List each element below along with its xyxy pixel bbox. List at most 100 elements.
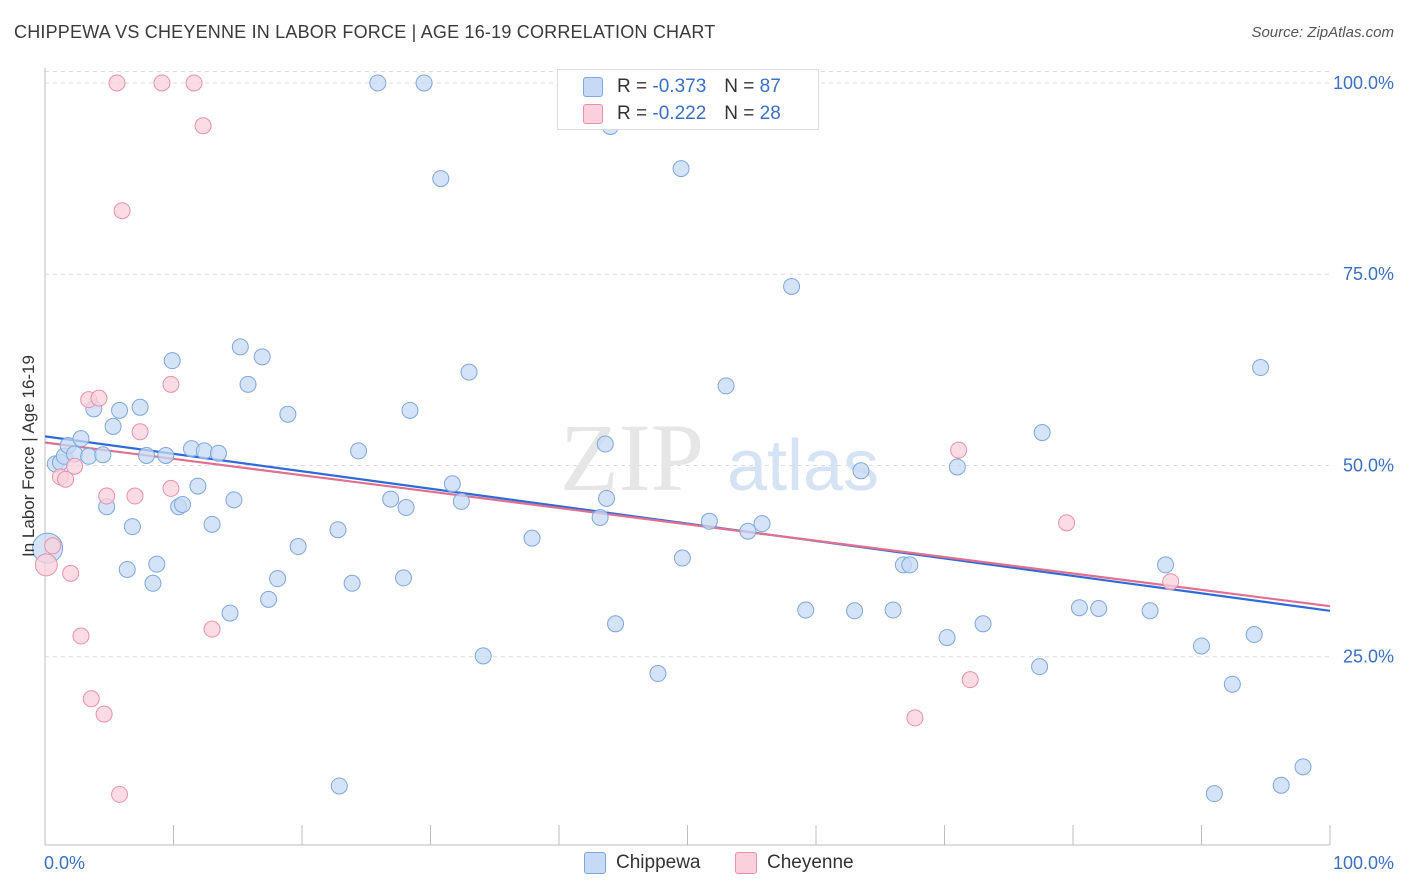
cheyenne-point (194, 117, 212, 135)
chippewa-point (974, 615, 992, 633)
watermark-atlas: atlas (727, 426, 879, 506)
cheyenne-swatch-icon (583, 104, 603, 124)
chippewa-point (189, 477, 207, 495)
chippewa-point (852, 462, 870, 480)
chippewa-point (279, 405, 297, 423)
chippewa-point (1141, 602, 1159, 620)
chippewa-point (797, 601, 815, 619)
chippewa-point (1157, 556, 1175, 574)
cheyenne-point (203, 620, 221, 638)
y-tick-label: 75.0% (1343, 264, 1394, 284)
legend-item-cheyenne: Cheyenne (735, 852, 854, 874)
chippewa-point (148, 555, 166, 573)
cheyenne-point (34, 553, 58, 577)
chippewa-point (739, 522, 757, 540)
chippewa-legend-icon (584, 852, 606, 874)
chippewa-point (443, 475, 461, 493)
y-axis-title: In Labor Force | Age 16-19 (19, 355, 38, 557)
chippewa-point (884, 601, 902, 619)
chippewa-point (1252, 359, 1270, 377)
chippewa-point (369, 74, 387, 92)
chippewa-point (131, 398, 149, 416)
chippewa-point (231, 338, 249, 356)
chippewa-point (432, 170, 450, 188)
chippewa-point (104, 417, 122, 435)
y-tick-label: 25.0% (1343, 647, 1394, 667)
chippewa-point (1245, 626, 1263, 644)
chippewa-point (415, 74, 433, 92)
chippewa-point (163, 352, 181, 370)
cheyenne-point (98, 487, 116, 505)
cheyenne-point (113, 202, 131, 220)
y-tick-label: 100.0% (1333, 73, 1394, 93)
chippewa-point (225, 491, 243, 509)
chippewa-point (118, 560, 136, 578)
chippewa-point (1090, 600, 1108, 618)
chippewa-point (673, 549, 691, 567)
label-layer: 25.0% 50.0% 75.0% 100.0% 0.0% 100.0% (44, 73, 1394, 873)
n-label: N = (724, 103, 755, 124)
cheyenne-point (66, 457, 84, 475)
cheyenne-point (72, 627, 90, 645)
stats-row-cheyenne: R = -0.222 N = 28 (583, 102, 781, 126)
chippewa-point (173, 495, 191, 513)
chippewa-point (269, 570, 287, 588)
n-value: 28 (759, 103, 781, 124)
chippewa-point (753, 515, 771, 533)
legend-item-chippewa: Chippewa (584, 852, 701, 874)
chippewa-point (123, 518, 141, 536)
chippewa-point (350, 442, 368, 460)
r-value: -0.222 (652, 103, 707, 124)
chippewa-point (221, 604, 239, 622)
chippewa-point (157, 447, 175, 465)
chippewa-point (343, 574, 361, 592)
cheyenne-point (1058, 514, 1076, 532)
watermark-zip: ZIP (560, 404, 704, 511)
cheyenne-point (950, 441, 968, 459)
chippewa-point (1294, 758, 1312, 776)
cheyenne-point (108, 74, 126, 92)
chippewa-point (901, 556, 919, 574)
cheyenne-point (131, 423, 149, 441)
chippewa-point (452, 492, 470, 510)
n-value: 87 (759, 76, 781, 97)
chippewa-point (938, 629, 956, 647)
x-tick-label: 0.0% (44, 853, 85, 873)
chippewa-point (144, 574, 162, 592)
r-label: R = (617, 76, 648, 97)
chippewa-point (72, 430, 90, 448)
cheyenne-point (111, 785, 129, 803)
cheyenne-point (90, 389, 108, 407)
cheyenne-point (82, 690, 100, 708)
stats-legend: R = -0.373 N = 87 R = -0.222 N = 28 (557, 69, 819, 130)
cheyenne-trend-line (44, 441, 1331, 608)
chippewa-point (395, 569, 413, 587)
cheyenne-point (906, 709, 924, 727)
chippewa-point (80, 447, 98, 465)
cheyenne-point (44, 537, 62, 555)
chippewa-point (330, 777, 348, 795)
cheyenne-point (162, 375, 180, 393)
chippewa-point (672, 160, 690, 178)
chippewa-point (846, 602, 864, 620)
chippewa-point (1193, 637, 1210, 655)
chippewa-point (1031, 658, 1049, 676)
axis-layer (44, 68, 1331, 846)
trend-layer (44, 435, 1331, 612)
cheyenne-point (95, 705, 113, 723)
chippewa-point (401, 401, 419, 419)
chippewa-point (649, 665, 667, 683)
y-tick-label: 50.0% (1343, 455, 1394, 475)
stats-row-chippewa: R = -0.373 N = 87 (583, 75, 781, 99)
point-layer (32, 74, 1312, 803)
cheyenne-legend-icon (735, 852, 757, 874)
chippewa-swatch-icon (583, 77, 603, 97)
x-tick-label: 100.0% (1333, 853, 1394, 873)
chippewa-point (195, 442, 213, 460)
chippewa-point (203, 515, 221, 533)
chippewa-point (607, 615, 625, 633)
cheyenne-point (57, 470, 75, 488)
cheyenne-point (126, 487, 144, 505)
chippewa-point (1033, 424, 1051, 442)
